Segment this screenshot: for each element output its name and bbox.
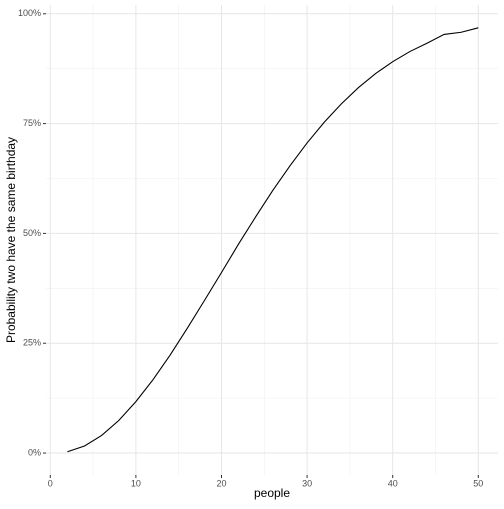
y-tick-label: 50% xyxy=(23,228,41,238)
x-tick-label: 50 xyxy=(473,478,483,488)
x-axis-label: people xyxy=(254,486,290,500)
y-tick-label: 100% xyxy=(18,8,41,18)
x-tick-label: 20 xyxy=(216,478,226,488)
y-tick-label: 0% xyxy=(28,447,41,457)
y-tick-label: 75% xyxy=(23,118,41,128)
x-tick-label: 40 xyxy=(388,478,398,488)
x-tick-label: 30 xyxy=(302,478,312,488)
x-tick-label: 10 xyxy=(131,478,141,488)
y-tick-label: 25% xyxy=(23,338,41,348)
y-axis-label: Probability two have the same birthday xyxy=(4,137,18,343)
line-series xyxy=(67,27,479,453)
x-tick-label: 0 xyxy=(48,478,53,488)
